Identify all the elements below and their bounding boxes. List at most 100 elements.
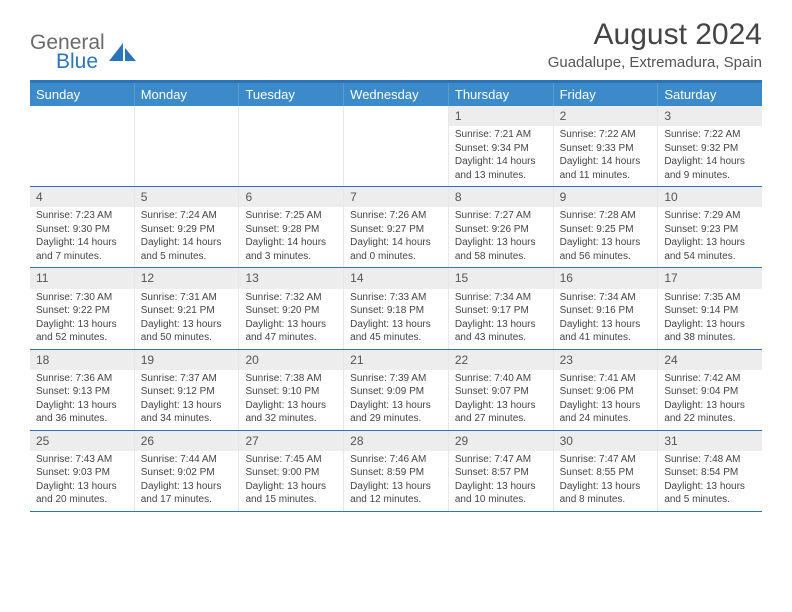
daylight-line: Daylight: 13 hours and 17 minutes. (141, 480, 233, 507)
day-cell: 14 Sunrise: 7:33 AMSunset: 9:18 PMDayligh… (344, 268, 449, 348)
sunset-line: Sunset: 9:00 PM (245, 466, 337, 480)
week-row: 18Sunrise: 7:36 AMSunset: 9:13 PMDayligh… (30, 350, 762, 431)
daylight-line: Daylight: 13 hours and 56 minutes. (560, 236, 652, 263)
daylight-line: Daylight: 14 hours and 3 minutes. (245, 236, 337, 263)
day-number: 13 (239, 268, 343, 288)
logo: General Blue (30, 18, 137, 72)
day-body: Sunrise: 7:21 AMSunset: 9:34 PMDaylight:… (449, 128, 553, 186)
sunrise-line: Sunrise: 7:24 AM (141, 209, 233, 223)
day-body: Sunrise: 7:33 AMSunset: 9:18 PMDaylight:… (344, 291, 448, 349)
day-cell: 7Sunrise: 7:26 AMSunset: 9:27 PMDaylight… (344, 187, 449, 267)
daylight-line: Daylight: 13 hours and 54 minutes. (664, 236, 756, 263)
day-cell: 22Sunrise: 7:40 AMSunset: 9:07 PMDayligh… (449, 350, 554, 430)
day-number: 29 (449, 431, 553, 451)
day-body: Sunrise: 7:43 AMSunset: 9:03 PMDaylight:… (30, 453, 134, 511)
sunrise-line: Sunrise: 7:25 AM (245, 209, 337, 223)
day-cell: 8Sunrise: 7:27 AMSunset: 9:26 PMDaylight… (449, 187, 554, 267)
daylight-line: Daylight: 14 hours and 5 minutes. (141, 236, 233, 263)
day-cell: 10 Sunrise: 7:29 AMSunset: 9:23 PMDayligh… (658, 187, 762, 267)
daylight-line: Daylight: 14 hours and 11 minutes. (560, 155, 652, 182)
daylight-line: Daylight: 14 hours and 7 minutes. (36, 236, 128, 263)
sunrise-line: Sunrise: 7:37 AM (141, 372, 233, 386)
daylight-line: Daylight: 13 hours and 12 minutes. (350, 480, 442, 507)
daylight-line: Daylight: 13 hours and 5 minutes. (664, 480, 756, 507)
sunset-line: Sunset: 9:33 PM (560, 142, 652, 156)
day-cell: 19Sunrise: 7:37 AMSunset: 9:12 PMDayligh… (135, 350, 240, 430)
sail-icon (109, 43, 137, 63)
sunrise-line: Sunrise: 7:32 AM (245, 291, 337, 305)
sunrise-line: Sunrise: 7:38 AM (245, 372, 337, 386)
day-body: Sunrise: 7:23 AMSunset: 9:30 PMDaylight:… (30, 209, 134, 267)
day-body: Sunrise: 7:47 AMSunset: 8:55 PMDaylight:… (554, 453, 658, 511)
sunrise-line: Sunrise: 7:29 AM (664, 209, 756, 223)
daylight-line: Daylight: 13 hours and 36 minutes. (36, 399, 128, 426)
day-body: Sunrise: 7:26 AMSunset: 9:27 PMDaylight:… (344, 209, 448, 267)
day-cell: . (135, 106, 240, 186)
sunrise-line: Sunrise: 7:48 AM (664, 453, 756, 467)
weekday-header: Sunday (30, 83, 135, 106)
daylight-line: Daylight: 13 hours and 52 minutes. (36, 318, 128, 345)
daylight-line: Daylight: 13 hours and 22 minutes. (664, 399, 756, 426)
daylight-line: Daylight: 13 hours and 47 minutes. (245, 318, 337, 345)
day-cell: 6Sunrise: 7:25 AMSunset: 9:28 PMDaylight… (239, 187, 344, 267)
day-cell: 18Sunrise: 7:36 AMSunset: 9:13 PMDayligh… (30, 350, 135, 430)
daylight-line: Daylight: 13 hours and 10 minutes. (455, 480, 547, 507)
daylight-line: Daylight: 13 hours and 41 minutes. (560, 318, 652, 345)
sunrise-line: Sunrise: 7:40 AM (455, 372, 547, 386)
sunset-line: Sunset: 9:29 PM (141, 223, 233, 237)
sunrise-line: Sunrise: 7:22 AM (560, 128, 652, 142)
day-cell: 28Sunrise: 7:46 AMSunset: 8:59 PMDayligh… (344, 431, 449, 511)
day-body: Sunrise: 7:44 AMSunset: 9:02 PMDaylight:… (135, 453, 239, 511)
daylight-line: Daylight: 13 hours and 58 minutes. (455, 236, 547, 263)
day-number: 4 (30, 187, 134, 207)
day-body: Sunrise: 7:42 AMSunset: 9:04 PMDaylight:… (658, 372, 762, 430)
day-number: 14 (344, 268, 448, 288)
sunrise-line: Sunrise: 7:46 AM (350, 453, 442, 467)
day-body: Sunrise: 7:36 AMSunset: 9:13 PMDaylight:… (30, 372, 134, 430)
daylight-line: Daylight: 14 hours and 0 minutes. (350, 236, 442, 263)
weekday-header-row: SundayMondayTuesdayWednesdayThursdayFrid… (30, 83, 762, 106)
day-cell: 5Sunrise: 7:24 AMSunset: 9:29 PMDaylight… (135, 187, 240, 267)
sunset-line: Sunset: 9:03 PM (36, 466, 128, 480)
day-number: 28 (344, 431, 448, 451)
day-body: Sunrise: 7:22 AMSunset: 9:33 PMDaylight:… (554, 128, 658, 186)
daylight-line: Daylight: 13 hours and 20 minutes. (36, 480, 128, 507)
sunrise-line: Sunrise: 7:35 AM (664, 291, 756, 305)
day-body: Sunrise: 7:45 AMSunset: 9:00 PMDaylight:… (239, 453, 343, 511)
weekday-header: Thursday (449, 83, 554, 106)
sunset-line: Sunset: 9:12 PM (141, 385, 233, 399)
day-cell: 9Sunrise: 7:28 AMSunset: 9:25 PMDaylight… (554, 187, 659, 267)
sunset-line: Sunset: 9:02 PM (141, 466, 233, 480)
day-number: 25 (30, 431, 134, 451)
sunset-line: Sunset: 9:21 PM (141, 304, 233, 318)
sunrise-line: Sunrise: 7:34 AM (455, 291, 547, 305)
sunset-line: Sunset: 9:23 PM (664, 223, 756, 237)
day-body: Sunrise: 7:47 AMSunset: 8:57 PMDaylight:… (449, 453, 553, 511)
daylight-line: Daylight: 13 hours and 8 minutes. (560, 480, 652, 507)
daylight-line: Daylight: 14 hours and 9 minutes. (664, 155, 756, 182)
day-cell: 4Sunrise: 7:23 AMSunset: 9:30 PMDaylight… (30, 187, 135, 267)
logo-text-2: Blue (56, 51, 105, 72)
day-body: Sunrise: 7:25 AMSunset: 9:28 PMDaylight:… (239, 209, 343, 267)
day-body: Sunrise: 7:35 AMSunset: 9:14 PMDaylight:… (658, 291, 762, 349)
sunrise-line: Sunrise: 7:27 AM (455, 209, 547, 223)
week-row: 11Sunrise: 7:30 AMSunset: 9:22 PMDayligh… (30, 268, 762, 349)
day-body: Sunrise: 7:27 AMSunset: 9:26 PMDaylight:… (449, 209, 553, 267)
day-cell: 1Sunrise: 7:21 AMSunset: 9:34 PMDaylight… (449, 106, 554, 186)
sunrise-line: Sunrise: 7:42 AM (664, 372, 756, 386)
day-number: 18 (30, 350, 134, 370)
day-cell: 26Sunrise: 7:44 AMSunset: 9:02 PMDayligh… (135, 431, 240, 511)
sunset-line: Sunset: 9:10 PM (245, 385, 337, 399)
day-cell: 30Sunrise: 7:47 AMSunset: 8:55 PMDayligh… (554, 431, 659, 511)
sunrise-line: Sunrise: 7:44 AM (141, 453, 233, 467)
day-number: 10 (658, 187, 762, 207)
daylight-line: Daylight: 13 hours and 38 minutes. (664, 318, 756, 345)
daylight-line: Daylight: 14 hours and 13 minutes. (455, 155, 547, 182)
day-number: 26 (135, 431, 239, 451)
sunrise-line: Sunrise: 7:47 AM (560, 453, 652, 467)
day-body: Sunrise: 7:31 AMSunset: 9:21 PMDaylight:… (135, 291, 239, 349)
day-cell: 20Sunrise: 7:38 AMSunset: 9:10 PMDayligh… (239, 350, 344, 430)
day-cell: 17Sunrise: 7:35 AMSunset: 9:14 PMDayligh… (658, 268, 762, 348)
day-cell: 16Sunrise: 7:34 AMSunset: 9:16 PMDayligh… (554, 268, 659, 348)
day-number: 6 (239, 187, 343, 207)
